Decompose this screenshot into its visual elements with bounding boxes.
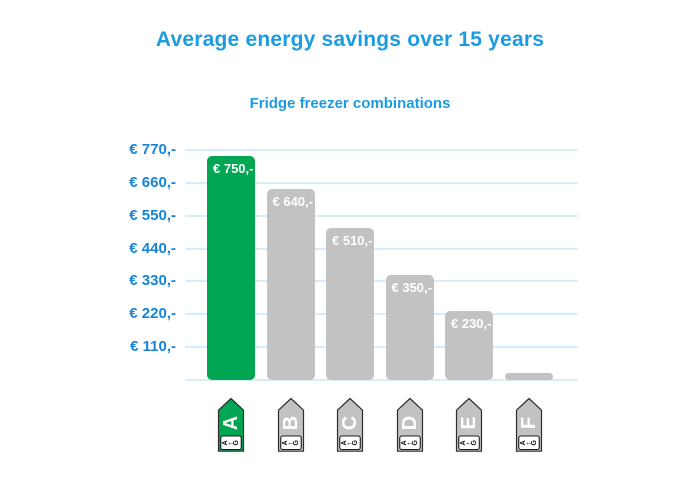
- y-axis-tick-label: € 110,-: [130, 338, 176, 355]
- energy-scale-text: A: [460, 440, 467, 445]
- chart-title: Average energy savings over 15 years: [155, 28, 545, 51]
- y-axis-tick-label: € 330,-: [129, 272, 176, 289]
- bar-value-label: € 640,-: [272, 194, 313, 209]
- energy-scale-text: A: [222, 440, 229, 445]
- left-arrow-icon: ←: [227, 438, 235, 447]
- bar-c: € 510,-: [326, 228, 374, 380]
- energy-class-letter: D: [399, 416, 421, 430]
- gridline: [185, 280, 578, 282]
- energy-label-icon-a: A A ← G: [217, 397, 245, 452]
- bar-value-label: € 510,-: [332, 233, 373, 248]
- gridline: [185, 248, 578, 250]
- energy-scale-text: A: [341, 440, 348, 445]
- energy-scale-box: [279, 435, 302, 451]
- energy-scale-box: [339, 435, 361, 451]
- energy-class-letter: A: [220, 416, 242, 430]
- energy-scale-text: G: [293, 440, 300, 446]
- bar-value-label: € 350,-: [391, 280, 432, 295]
- bar-value-label: € 750,-: [213, 161, 254, 176]
- bar-a: € 750,-: [207, 156, 255, 380]
- energy-scale-text: A: [401, 440, 408, 445]
- left-arrow-icon: ←: [406, 438, 414, 447]
- left-arrow-icon: ←: [525, 438, 533, 447]
- energy-scale-box: [398, 435, 421, 451]
- energy-scale-text: G: [531, 440, 538, 446]
- energy-class-letter: E: [458, 416, 480, 429]
- y-axis-tick-label: € 550,-: [129, 207, 176, 224]
- bar-f: [504, 373, 553, 380]
- energy-class-letter: C: [339, 416, 361, 430]
- energy-scale-text: G: [471, 440, 478, 446]
- energy-class-letter: F: [518, 417, 540, 429]
- y-axis-tick-label: € 660,-: [129, 174, 176, 191]
- energy-label-icon-b: B A ← G: [277, 397, 304, 452]
- energy-scale-box: [517, 435, 540, 451]
- energy-label-icon-d: D A ← G: [396, 397, 423, 452]
- gridline: [185, 313, 578, 315]
- energy-scale-text: A: [282, 440, 289, 445]
- gridline: [185, 215, 578, 217]
- y-axis-tick-label: € 440,-: [129, 240, 176, 257]
- energy-label-icon-e: E A ← G: [455, 397, 483, 452]
- energy-class-letter: B: [280, 416, 302, 430]
- bar-b: € 640,-: [266, 189, 315, 380]
- energy-scale-text: G: [412, 440, 419, 446]
- energy-label-icon-f: F A ← G: [515, 397, 542, 452]
- gridline: [185, 149, 578, 151]
- left-arrow-icon: ←: [346, 438, 354, 447]
- energy-label-icon-c: C A ← G: [336, 397, 364, 452]
- energy-scale-text: G: [352, 440, 359, 446]
- energy-scale-box: [458, 435, 480, 451]
- bar-d: € 350,-: [385, 275, 434, 380]
- energy-scale-text: A: [520, 440, 527, 445]
- left-arrow-icon: ←: [465, 438, 473, 447]
- gridline: [185, 379, 578, 381]
- gridline: [185, 182, 578, 184]
- left-arrow-icon: ←: [287, 438, 295, 447]
- energy-scale-box: [220, 435, 242, 451]
- bar-e: € 230,-: [445, 311, 493, 380]
- bar-value-label: € 230,-: [451, 316, 492, 331]
- gridline: [185, 346, 578, 348]
- y-axis-tick-label: € 770,-: [129, 141, 176, 158]
- energy-scale-text: G: [233, 440, 240, 446]
- y-axis-tick-label: € 220,-: [129, 305, 176, 322]
- chart-subtitle: Fridge freezer combinations: [249, 95, 451, 112]
